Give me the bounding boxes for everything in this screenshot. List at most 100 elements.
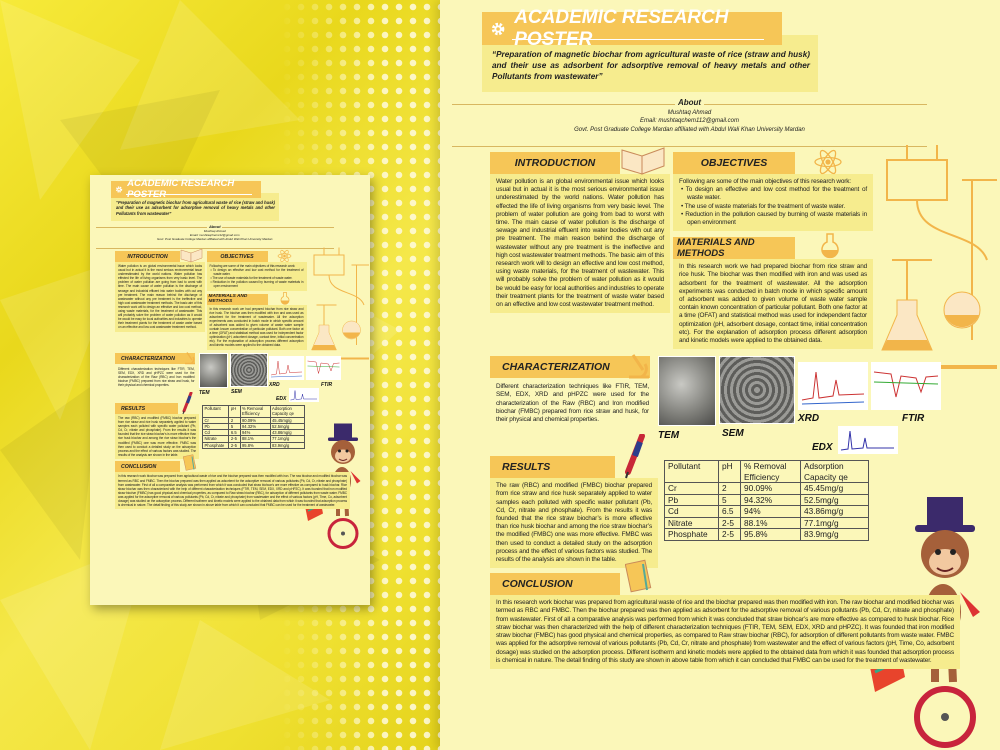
table-row: Pb 5 94.32% 52.5mg/g: [202, 422, 305, 430]
table-row: Cr 2 90.09% 45.45mg/g: [663, 482, 869, 495]
ftir-label: FTIR: [902, 413, 925, 425]
table-cell: 77.1mg/g: [800, 516, 869, 530]
introduction-section: INTRODUCTION Water pollution is an globa…: [115, 248, 205, 332]
table-cell: 52.5mg/g: [800, 493, 869, 507]
column-header: Pollutant: [663, 460, 720, 484]
introduction-heading: INTRODUCTION: [490, 152, 620, 174]
column-header: % Removal Efficiency: [740, 460, 801, 484]
introduction-section: INTRODUCTION Water pollution is an globa…: [490, 147, 670, 314]
xrd-chart: [798, 362, 868, 411]
table-row: Pb 5 94.32% 52.5mg/g: [663, 493, 869, 507]
poster-content: INTRODUCTION Water pollution is an globa…: [90, 248, 370, 510]
table-header-row: Pollutant pH % Removal Efficiency Adsorp…: [202, 405, 305, 418]
divider: [96, 248, 334, 249]
introduction-body: Water pollution is an global environment…: [115, 262, 205, 332]
objective-item: • The use of waste materials for the tre…: [210, 276, 293, 281]
poster-title-bar: ACADEMIC RESEARCH POSTER: [482, 7, 782, 50]
introduction-heading: INTRODUCTION: [115, 251, 180, 262]
table-cell: 45.45mg/g: [800, 482, 869, 495]
conclusion-section: CONCLUSION In this research work biochar…: [115, 454, 350, 510]
table-cell: 2: [718, 482, 741, 495]
sem-image: [719, 356, 795, 425]
column-header: pH: [228, 405, 241, 418]
divider: [452, 146, 927, 147]
ftir-label: FTIR: [321, 381, 333, 388]
results-heading: RESULTS: [115, 403, 178, 414]
table-cell: Phosphate: [202, 441, 230, 449]
about-section: About Mushtaq Ahmad Email: mushtaqchem11…: [452, 98, 927, 134]
column-header: Pollutant: [202, 405, 230, 418]
results-table: Pollutant pH % Removal Efficiency Adsorp…: [663, 460, 869, 541]
objectives-intro: Following are some of the main objective…: [679, 178, 851, 185]
table-cell: 5: [718, 493, 741, 507]
ftir-chart: [871, 362, 941, 411]
column-header: % Removal Efficiency: [239, 405, 271, 418]
objective-item: • The use of waste materials for the tre…: [681, 202, 846, 210]
characterization-body: Different characterization techniques li…: [496, 383, 649, 424]
table-cell: 2-5: [718, 528, 741, 541]
atom-icon: [814, 149, 842, 175]
objective-item: • Reduction in the pollution caused by b…: [681, 210, 867, 227]
results-body: The raw (RBC) and modified (FMBC) biocha…: [490, 478, 658, 569]
characterization-section: CHARACTERIZATION Different characterizat…: [440, 354, 1000, 456]
poster-title: ACADEMIC RESEARCH POSTER: [514, 6, 729, 50]
author-affiliation: Govt. Post Graduate College Mardan affil…: [574, 126, 805, 133]
table-row: Phosphate 2-5 95.8% 83.9mg/g: [663, 528, 869, 541]
book-icon: [621, 147, 665, 175]
author-name: Mushtaq Ahmad: [203, 228, 226, 233]
table-cell: Nitrate: [663, 516, 720, 530]
characterization-heading: CHARACTERIZATION: [115, 353, 195, 364]
table-cell: Cr: [663, 482, 720, 495]
results-heading: RESULTS: [490, 456, 615, 479]
introduction-body: Water pollution is an global environment…: [490, 174, 670, 314]
poster-content: INTRODUCTION Water pollution is an globa…: [440, 147, 1000, 669]
results-table: Pollutant pH % Removal Efficiency Adsorp…: [202, 405, 305, 449]
column-header: pH: [718, 460, 741, 484]
materials-section: MATERIALS AND METHODS In this research w…: [206, 291, 307, 350]
table-cell: 83.9mg/g: [269, 441, 305, 449]
materials-section: MATERIALS AND METHODS In this research w…: [673, 233, 873, 350]
table-cell: 83.9mg/g: [800, 528, 869, 541]
flask-icon: [280, 291, 290, 305]
about-label: About: [207, 223, 223, 229]
edx-chart: [289, 388, 319, 402]
edx-label: EDX: [812, 442, 833, 454]
xrd-label: XRD: [269, 381, 280, 388]
flask-icon: [821, 233, 839, 259]
objectives-body: Following are some of the main objective…: [206, 262, 307, 291]
table-cell: 90.09%: [740, 482, 801, 495]
table-cell: 2-5: [228, 441, 241, 449]
table-cell: Pb: [663, 493, 720, 507]
poster-title-bar: ACADEMIC RESEARCH POSTER: [111, 178, 261, 200]
column-header: Adsorption Capacity qe: [800, 460, 869, 484]
column-header: Adsorption Capacity qe: [269, 405, 305, 418]
tem-image: [199, 353, 228, 388]
objectives-heading: OBJECTIVES: [673, 152, 795, 174]
author-email: Email: mushtaqchem112@gmail.com: [639, 118, 740, 124]
characterization-heading: CHARACTERIZATION: [490, 356, 650, 379]
gear-icon: [491, 22, 505, 35]
objective-item: • To design an effective and low cost me…: [681, 186, 867, 202]
objectives-section: OBJECTIVES Following are some of the mai…: [206, 249, 307, 291]
table-cell: 2-5: [718, 516, 741, 530]
objective-item: • To design an effective and low cost me…: [210, 268, 304, 277]
tem-label: TEM: [199, 390, 210, 396]
objectives-section: OBJECTIVES Following are some of the mai…: [673, 149, 873, 232]
book-icon: [180, 248, 203, 263]
author-email: Email: mushtaqchem112@gmail.com: [189, 233, 240, 237]
results-body: The raw (RBC) and modified (FMBC) biocha…: [115, 414, 199, 459]
sem-image: [229, 353, 268, 387]
table-cell: Phosphate: [663, 528, 720, 541]
materials-heading: MATERIALS AND METHODS: [673, 237, 795, 260]
poster-thumbnail: ACADEMIC RESEARCH POSTER “Preparation of…: [90, 175, 370, 605]
table-cell: 95.8%: [740, 528, 801, 541]
conclusion-section: CONCLUSION In this research work biochar…: [490, 559, 960, 669]
poster-thumbnail-copy: ACADEMIC RESEARCH POSTER “Preparation of…: [90, 175, 370, 550]
author-affiliation: Govt. Post Graduate College Mardan affil…: [157, 237, 273, 242]
materials-body: In this research work we had prepared bi…: [206, 304, 307, 350]
results-section: RESULTS The raw (RBC) and modified (FMBC…: [90, 392, 370, 459]
microscope-icon: [184, 352, 195, 365]
ftir-chart: [305, 356, 341, 380]
conclusion-heading: CONCLUSION: [490, 573, 620, 596]
notebook-icon: [625, 559, 652, 593]
